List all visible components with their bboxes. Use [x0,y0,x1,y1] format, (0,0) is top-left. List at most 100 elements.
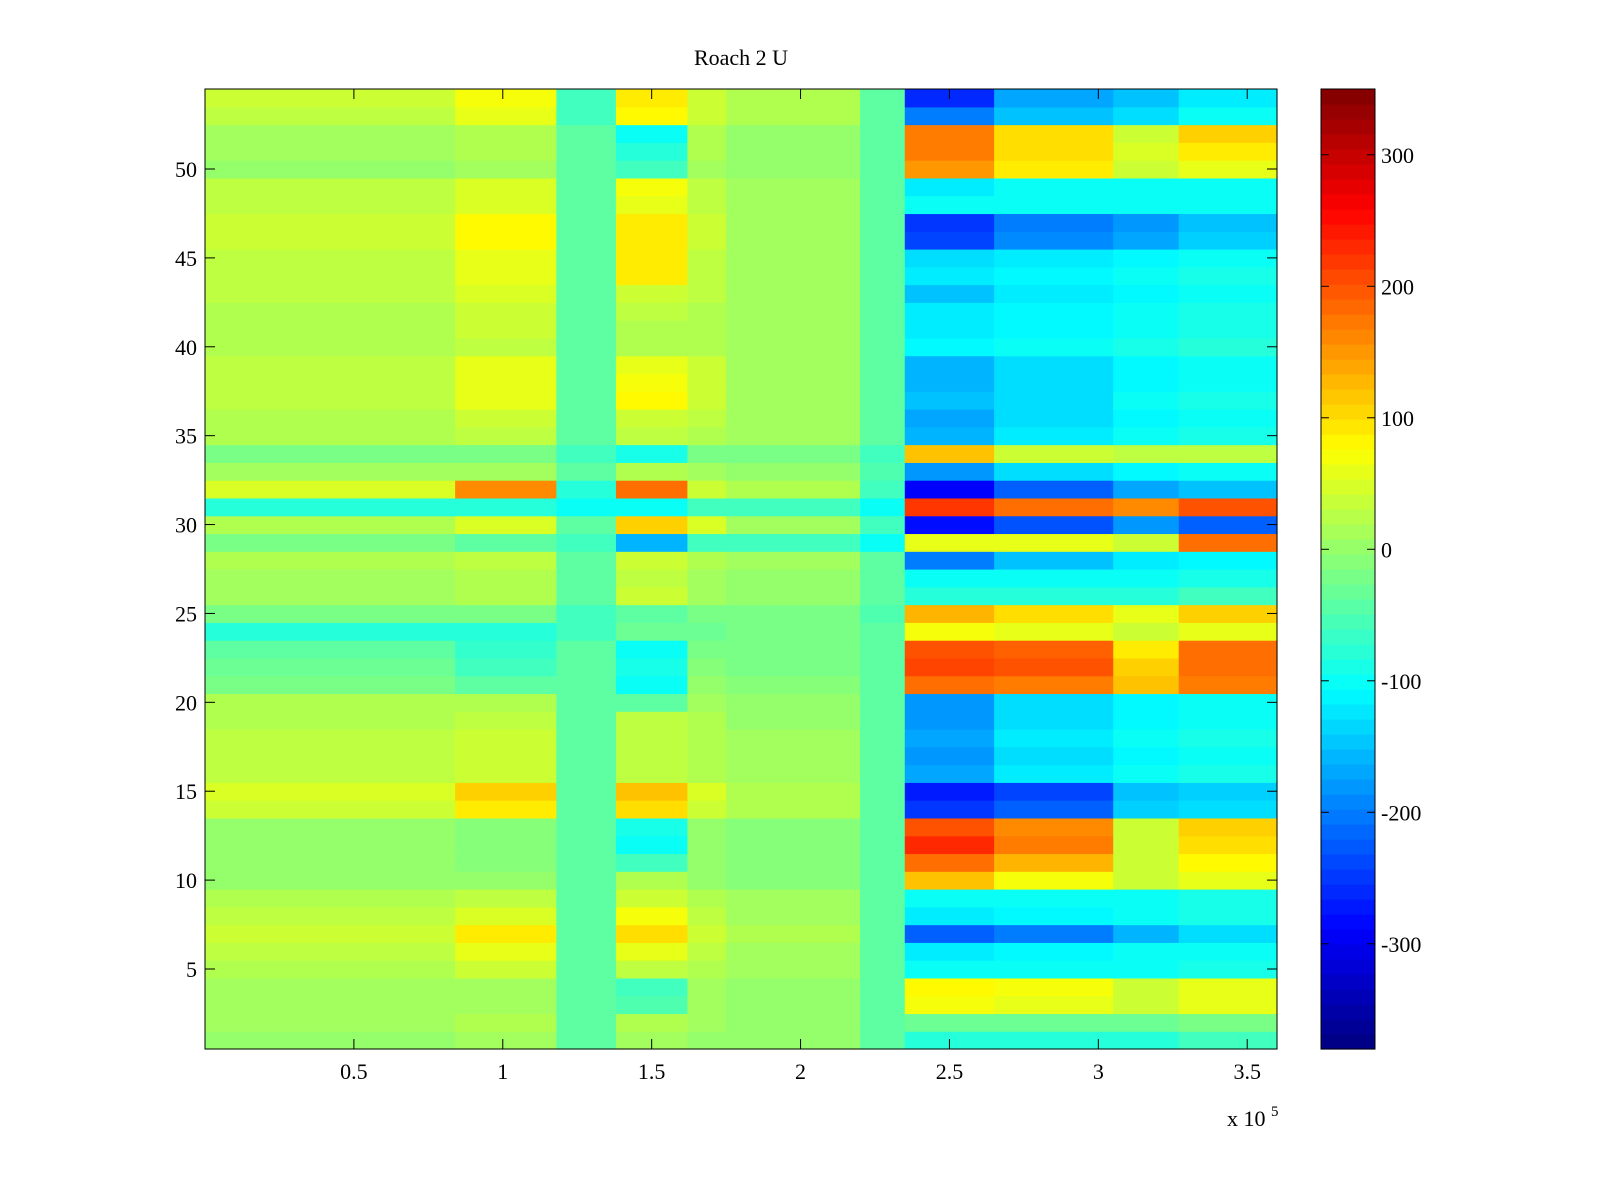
heatmap-cell [904,497,995,517]
heatmap-cell [455,817,557,837]
heatmap-cell [687,604,727,623]
heatmap-cell [1113,729,1180,748]
heatmap-cell [556,391,617,410]
heatmap-cell [615,497,688,517]
heatmap-cell [994,231,1114,250]
y-tick-label: 35 [175,424,197,449]
heatmap-cell [1178,729,1278,748]
heatmap-cell [556,924,617,943]
y-tick-label: 10 [175,868,197,893]
heatmap-cell [455,551,557,570]
heatmap-cell [860,480,906,499]
heatmap-cell [904,711,995,730]
heatmap-cell [455,871,557,890]
heatmap-cell [860,604,906,623]
heatmap-cell [615,800,688,819]
heatmap-cell [205,231,456,250]
heatmap-cell [1113,711,1180,730]
heatmap-cell [904,124,995,143]
heatmap-cell [726,195,861,215]
heatmap-cell [860,977,906,997]
heatmap-cell [687,835,727,855]
heatmap-cell [994,675,1114,695]
heatmap-cell [455,746,557,766]
heatmap-cell [615,320,688,339]
heatmap-cell [860,177,906,197]
heatmap-cell [1178,924,1278,943]
colorbar-swatch [1321,824,1375,840]
heatmap-cell [615,444,688,463]
heatmap-cell [904,906,995,926]
heatmap-cell [904,693,995,712]
heatmap-cell [904,249,995,268]
heatmap-cell [455,960,557,979]
heatmap-cell [615,675,688,695]
heatmap-cell [615,693,688,712]
heatmap-cell [994,373,1114,392]
heatmap-cell [994,533,1114,552]
heatmap-cell [1178,764,1278,783]
heatmap-cell [455,906,557,926]
heatmap-cell [1113,213,1180,232]
heatmap-cell [687,266,727,286]
heatmap-cell [726,249,861,268]
heatmap-cell [615,924,688,943]
x-exponent-base: x 10 [1227,1106,1266,1131]
x-exponent-power: 5 [1271,1104,1279,1120]
colorbar-swatch [1321,914,1375,930]
heatmap-cell [726,977,861,997]
heatmap-cell [1113,657,1180,677]
heatmap-cell [615,622,688,641]
heatmap-cell [1113,106,1180,126]
heatmap-cell [860,1013,906,1032]
heatmap-cell [860,266,906,286]
heatmap-cell [455,106,557,126]
colorbar-swatch [1321,674,1375,690]
colorbar-swatch [1321,179,1375,195]
heatmap-cell [726,497,861,517]
heatmap-cell [1178,124,1278,143]
y-axis: 5 10 15 20 25 30 35 40 45 50 [175,157,1277,982]
heatmap-cell [1113,444,1180,463]
heatmap-cell [615,906,688,926]
heatmap-cell [687,231,727,250]
heatmap-cell [860,657,906,677]
heatmap-cell [455,391,557,410]
heatmap-cell [994,640,1114,659]
heatmap-cell [455,249,557,268]
heatmap-cell [455,782,557,801]
heatmap-cell [1113,1031,1180,1050]
heatmap-cell [205,586,456,606]
heatmap-cell [1178,551,1278,570]
heatmap-cell [904,302,995,321]
heatmap-cell [904,106,995,126]
heatmap-cell [994,977,1114,997]
heatmap-cell [904,231,995,250]
heatmap-cell [726,746,861,766]
heatmap-cell [994,266,1114,286]
heatmap-cell [687,142,727,161]
colorbar-swatch [1321,449,1375,465]
heatmap-cell [726,231,861,250]
colorbar-swatch [1321,764,1375,780]
colorbar-swatch [1321,614,1375,630]
heatmap-cell [860,835,906,855]
heatmap-cell [1113,373,1180,392]
heatmap-cell [687,444,727,463]
heatmap-cell [556,284,617,303]
heatmap-cell [860,444,906,463]
heatmap-cell [994,586,1114,606]
heatmap-cell [455,889,557,908]
heatmap-cell [1113,462,1180,481]
heatmap-cell [1113,871,1180,890]
heatmap-cell [205,462,456,481]
colorbar-swatch [1321,629,1375,645]
heatmap-cell [726,515,861,535]
heatmap-cell [1113,889,1180,908]
heatmap-cell [205,337,456,357]
heatmap-cell [556,142,617,161]
heatmap-cell [1178,337,1278,357]
heatmap-cell [615,391,688,410]
heatmap-cell [994,871,1114,890]
heatmap-cell [726,604,861,623]
